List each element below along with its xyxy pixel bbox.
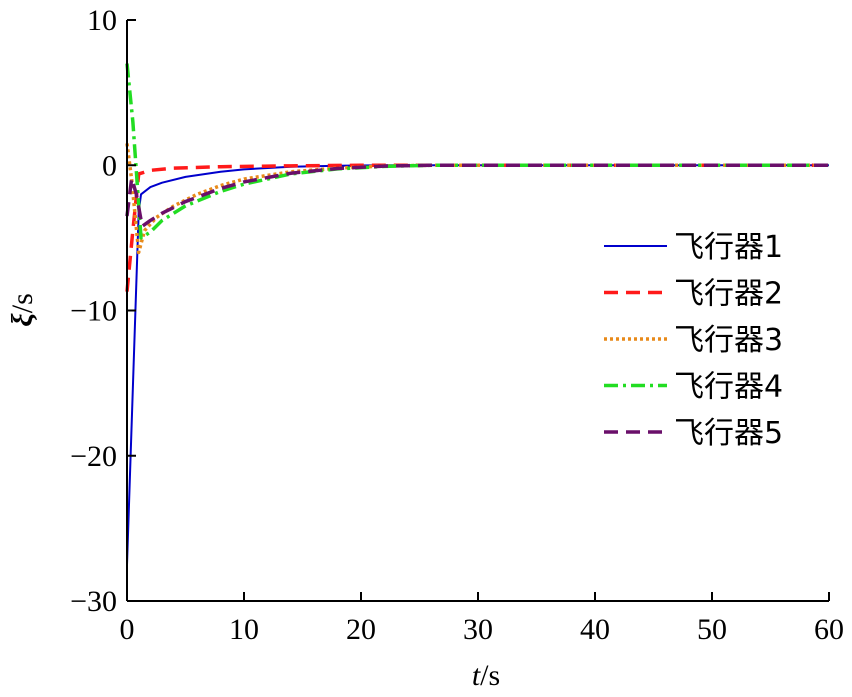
- x-tick-label: 40: [580, 613, 610, 646]
- legend-label-5: 飞行器5: [674, 416, 783, 451]
- legend: 飞行器1 飞行器2 飞行器3 飞行器4 飞行器5: [604, 230, 783, 451]
- series-line-2: [125, 163, 829, 292]
- x-tick-label: 20: [346, 613, 376, 646]
- series-line-5: [125, 163, 829, 228]
- legend-label-4: 飞行器4: [674, 370, 783, 405]
- x-tick-label: 60: [814, 613, 844, 646]
- x-tick-label: 10: [229, 613, 259, 646]
- x-axis-label-unit: /s: [480, 659, 500, 692]
- y-axis-label-unit: /s: [6, 293, 39, 313]
- legend-label-3: 飞行器3: [674, 323, 783, 358]
- series-layer: [125, 63, 829, 565]
- x-tick-label: 50: [697, 613, 727, 646]
- series-line-1: [126, 164, 829, 565]
- y-tick-label: 10: [87, 4, 117, 37]
- series-line-4: [125, 63, 829, 240]
- y-tick-label: −30: [70, 585, 117, 618]
- y-tick-label: −10: [70, 295, 117, 328]
- y-axis-label: ξ/s: [6, 293, 39, 327]
- legend-label-1: 飞行器1: [674, 230, 783, 265]
- axes: 0 10 20 30 40 50 60 10 0 −10 −20 −30: [70, 4, 844, 646]
- x-axis-label: t/s: [472, 659, 500, 692]
- x-tick-label: 0: [120, 613, 135, 646]
- y-tick-label: 0: [102, 149, 117, 182]
- y-tick-label: −20: [70, 440, 117, 473]
- y-axis-label-symbol: ξ: [6, 313, 39, 327]
- x-axis-label-variable: t: [472, 659, 481, 692]
- x-tick-label: 30: [463, 613, 493, 646]
- legend-label-2: 飞行器2: [674, 277, 783, 312]
